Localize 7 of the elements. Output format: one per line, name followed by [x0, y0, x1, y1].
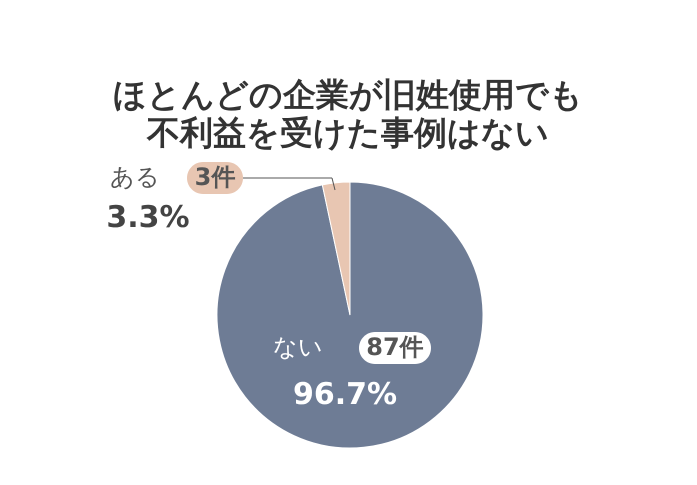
chart-title: ほとんどの企業が旧姓使用でも不利益を受けた事例はない — [112, 75, 584, 152]
text: 3.3% — [106, 200, 190, 235]
text: 96.7% — [292, 377, 398, 412]
legend-label: ある — [110, 163, 160, 191]
data-label: 3件 — [194, 163, 236, 191]
data-label: 87件 — [366, 333, 424, 361]
slice-label: ない — [273, 333, 323, 361]
